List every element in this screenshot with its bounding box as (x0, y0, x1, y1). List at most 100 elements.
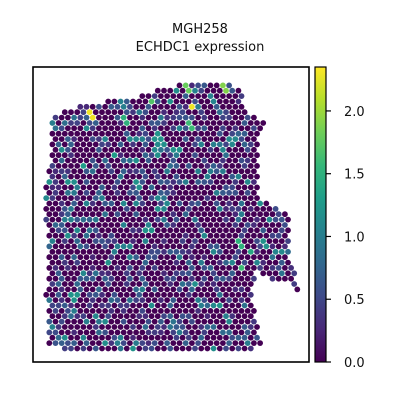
expression-spot (123, 324, 130, 330)
expression-spot (204, 141, 211, 148)
expression-spot (133, 286, 140, 293)
expression-spot (173, 98, 180, 105)
expression-spot (71, 286, 77, 293)
expression-spot (176, 125, 183, 132)
expression-spot (244, 211, 251, 218)
expression-spot (151, 125, 158, 132)
expression-spot (74, 120, 81, 126)
expression-spot (133, 318, 140, 325)
expression-spot (86, 270, 93, 277)
expression-spot (201, 286, 208, 293)
expression-spot (244, 125, 251, 132)
expression-spot (226, 232, 233, 239)
expression-spot (161, 302, 167, 309)
expression-spot (266, 238, 273, 245)
expression-spot (123, 173, 130, 180)
expression-spot (213, 254, 220, 261)
expression-spot (210, 184, 217, 191)
expression-spot (139, 114, 146, 121)
expression-spot (102, 114, 108, 121)
expression-spot (235, 206, 242, 212)
expression-spot (145, 329, 152, 336)
expression-spot (282, 243, 288, 250)
expression-spot (164, 93, 171, 99)
expression-spot (68, 130, 74, 137)
expression-spot (167, 163, 174, 169)
expression-spot (77, 103, 84, 110)
expression-spot (176, 308, 183, 314)
expression-spot (220, 222, 226, 228)
expression-spot (139, 297, 146, 303)
expression-spot (154, 227, 161, 234)
expression-spot (105, 109, 112, 116)
expression-spot (272, 259, 279, 266)
expression-spot (247, 216, 254, 223)
expression-spot (164, 168, 171, 175)
expression-spot (247, 259, 254, 266)
expression-spot (216, 120, 223, 126)
expression-spot (179, 120, 186, 126)
expression-spot (89, 189, 96, 196)
expression-spot (235, 87, 242, 94)
expression-spot (254, 324, 260, 330)
expression-spot (151, 189, 158, 196)
expression-spot (170, 308, 177, 314)
expression-spot (226, 179, 233, 185)
expression-spot (272, 238, 279, 245)
expression-spot (263, 254, 270, 261)
expression-spot (179, 173, 186, 180)
expression-spot (145, 103, 152, 110)
expression-spot (288, 275, 294, 282)
expression-spot (161, 163, 167, 169)
expression-spot (136, 173, 143, 180)
expression-spot (58, 340, 65, 346)
expression-spot (55, 313, 62, 320)
expression-spot (46, 275, 53, 282)
expression-spot (46, 200, 53, 207)
expression-spot (130, 313, 136, 320)
expression-spot (164, 275, 171, 282)
expression-spot (154, 130, 161, 137)
expression-spot (77, 179, 84, 185)
expression-spot (123, 227, 130, 234)
expression-spot (61, 206, 68, 212)
expression-spot (102, 254, 108, 261)
expression-spot (52, 275, 59, 282)
expression-spot (189, 93, 195, 99)
expression-spot (151, 254, 158, 261)
expression-spot (136, 120, 143, 126)
expression-spot (102, 232, 108, 239)
expression-spot (142, 98, 149, 105)
expression-spot (220, 265, 226, 271)
expression-spot (207, 265, 214, 271)
expression-spot (145, 297, 152, 303)
expression-spot (99, 163, 105, 169)
expression-spot (167, 206, 174, 212)
expression-spot (220, 114, 226, 121)
expression-spot (142, 120, 149, 126)
expression-spot (238, 179, 245, 185)
expression-spot (216, 163, 223, 169)
expression-spot (117, 248, 124, 255)
expression-spot (136, 109, 143, 116)
expression-spot (238, 340, 245, 346)
expression-spot (43, 206, 50, 212)
expression-spot (154, 109, 161, 116)
expression-spot (161, 98, 167, 105)
expression-spot (74, 302, 81, 309)
expression-spot (241, 270, 248, 277)
expression-spot (170, 254, 177, 261)
expression-spot (102, 318, 108, 325)
expression-spot (291, 270, 298, 277)
expression-spot (77, 243, 84, 250)
expression-spot (198, 270, 205, 277)
expression-spot (49, 281, 56, 287)
expression-spot (154, 98, 161, 105)
expression-spot (111, 173, 118, 180)
expression-spot (198, 313, 205, 320)
expression-spot (120, 179, 127, 185)
expression-spot (49, 291, 56, 298)
expression-spot (226, 286, 233, 293)
expression-spot (154, 291, 161, 298)
